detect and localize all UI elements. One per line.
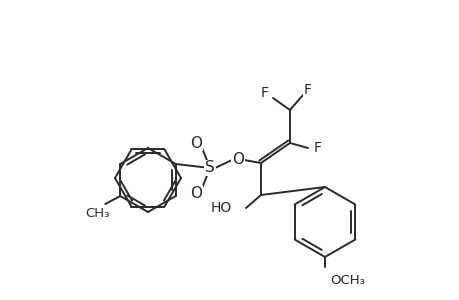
Text: S: S xyxy=(205,160,214,175)
Text: F: F xyxy=(260,86,269,100)
Text: CH₃: CH₃ xyxy=(85,207,109,220)
Text: O: O xyxy=(190,185,202,200)
Text: O: O xyxy=(190,136,202,151)
Text: O: O xyxy=(231,152,243,167)
Text: HO: HO xyxy=(210,201,231,215)
Text: F: F xyxy=(303,83,311,97)
Text: F: F xyxy=(313,141,321,155)
Text: OCH₃: OCH₃ xyxy=(329,274,364,287)
